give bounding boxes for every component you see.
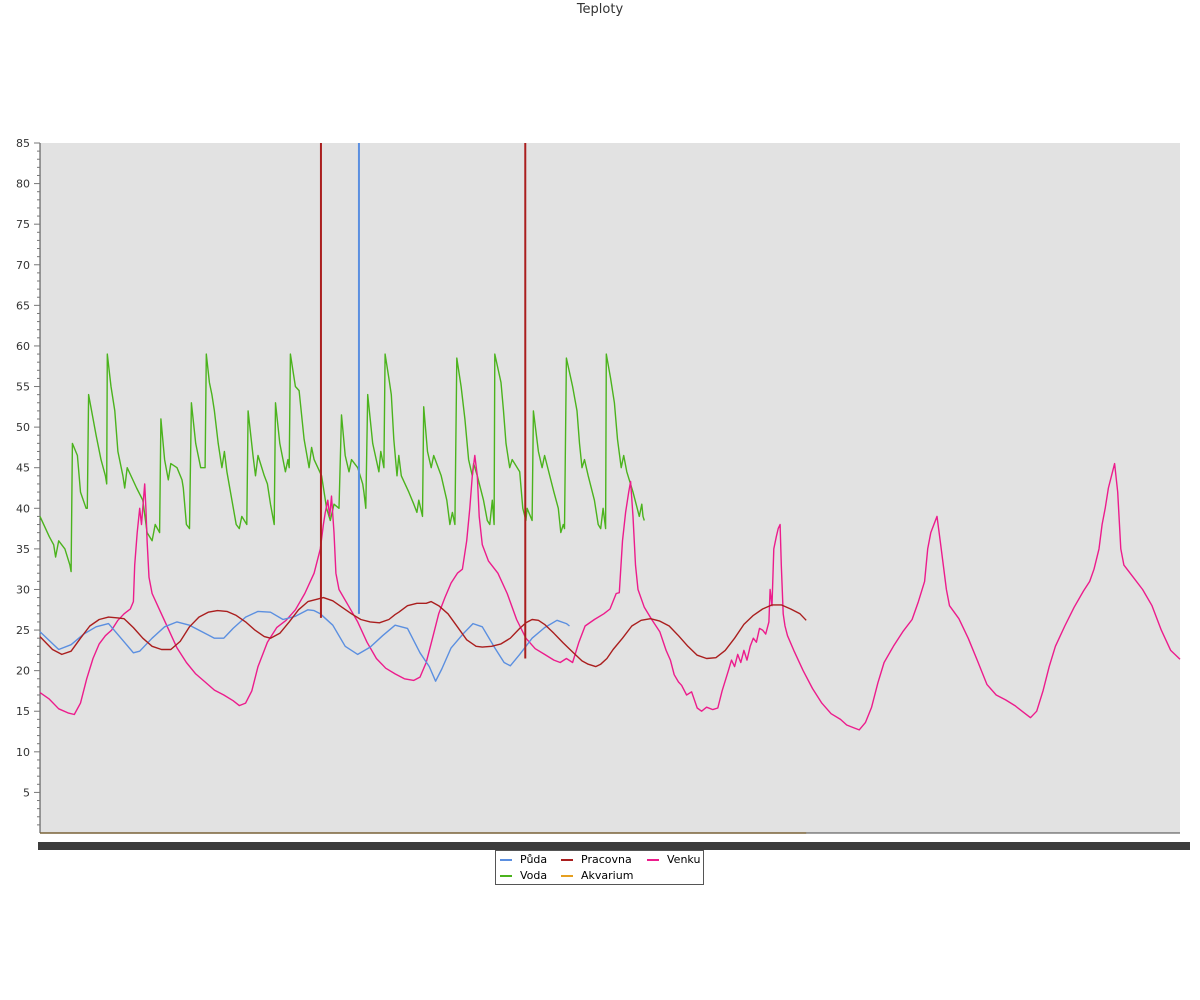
y-tick-label: 10: [16, 746, 30, 759]
y-axis: 5 10 15 20 25 30 35 40 45 50 55 60 65 70 75 80 85: [16, 137, 41, 833]
y-tick-label: 40: [16, 502, 30, 515]
series-line-voda: [39, 353, 645, 573]
x-tick-label-band: [38, 842, 1190, 850]
y-tick-label: 50: [16, 421, 30, 434]
legend-label-voda: Voda: [520, 869, 548, 882]
legend-item-pracovna: Pracovna: [561, 853, 632, 866]
y-tick-label: 45: [16, 462, 30, 475]
legend-label-akvarium: Akvarium: [581, 869, 634, 882]
legend-label-venku: Venku: [667, 853, 701, 866]
legend-swatch-pracovna: [561, 858, 573, 861]
legend-swatch-akvarium: [561, 874, 573, 877]
legend: Půda Pracovna Venku Voda Akvarium: [495, 850, 704, 885]
legend-label-pracovna: Pracovna: [581, 853, 632, 866]
chart-title: Teploty: [576, 2, 624, 17]
y-tick-label: 55: [16, 381, 30, 394]
legend-item-voda: Voda: [500, 869, 547, 882]
y-tick-label: 80: [16, 178, 30, 191]
y-tick-label: 30: [16, 583, 30, 596]
legend-swatch-puda: [500, 858, 512, 861]
plot-area: [40, 143, 1180, 833]
y-tick-label: 5: [23, 786, 30, 799]
y-tick-label: 65: [16, 299, 30, 312]
legend-item-puda: Půda: [500, 853, 547, 866]
y-tick-label: 15: [16, 705, 30, 718]
series-line-venku: [39, 454, 1181, 731]
y-tick-label: 60: [16, 340, 30, 353]
legend-label-puda: Půda: [520, 853, 548, 866]
y-tick-label: 20: [16, 665, 30, 678]
y-tick-label: 85: [16, 137, 30, 150]
y-tick-label: 35: [16, 543, 30, 556]
x-axis: [38, 832, 1190, 850]
y-tick-label: 70: [16, 259, 30, 272]
y-tick-label: 75: [16, 218, 30, 231]
legend-swatch-voda: [500, 874, 512, 877]
y-tick-label: 25: [16, 624, 30, 637]
legend-item-akvarium: Akvarium: [561, 869, 633, 882]
legend-swatch-venku: [647, 858, 659, 861]
legend-item-venku: Venku: [647, 853, 700, 866]
series-line-pracovna: [39, 596, 807, 668]
